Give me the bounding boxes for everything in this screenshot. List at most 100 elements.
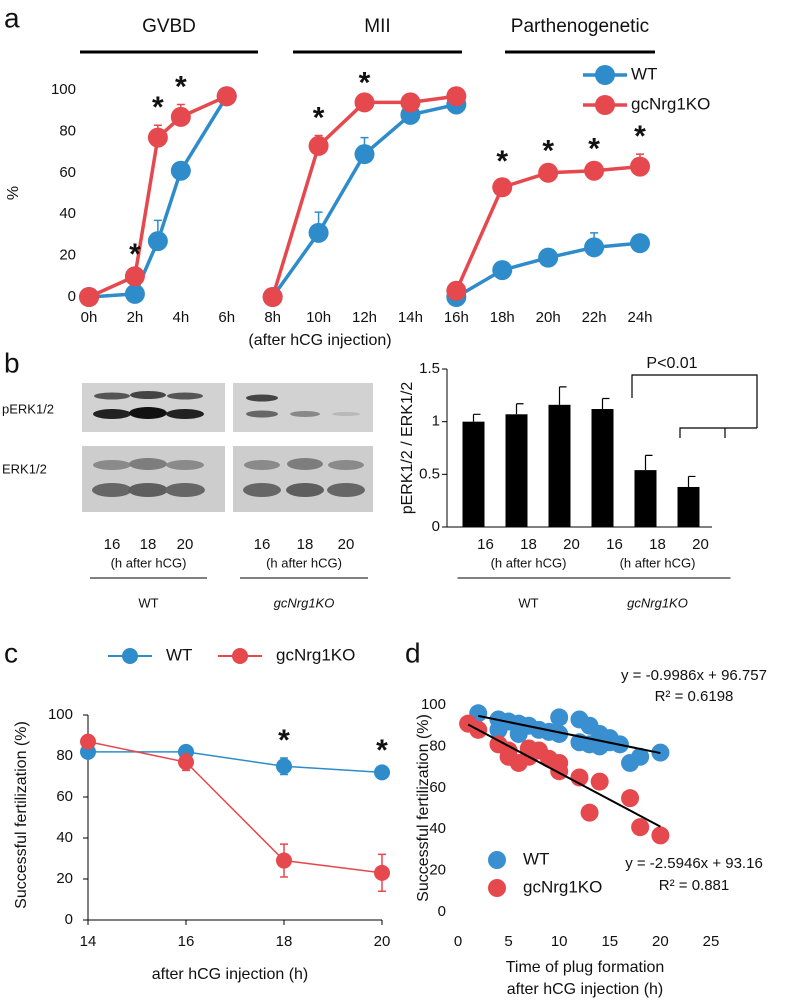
y-tick-label: 80 [56,747,73,764]
error-bar [472,413,481,422]
blot-band [332,412,360,416]
y-tick-label: 1 [432,413,440,430]
x-tick-label: 0 [454,933,462,950]
lane-label: 16 [104,536,121,553]
blot-band [246,394,278,402]
data-point [147,231,168,252]
category-unit: (h after hCG) [620,555,696,570]
x-tick-label: 20 [652,933,669,950]
legend-marker [595,95,615,115]
blot-band [166,409,204,419]
lane-unit: (h after hCG) [111,555,187,570]
data-point [124,283,145,304]
blot-band [165,483,205,497]
blot-band [93,409,131,419]
blot-band [93,460,131,470]
x-tick-label: 15 [601,933,618,950]
significance-mark: * [634,120,646,153]
y-axis-label: Successful fertilization (%) [13,721,30,909]
blot-band [243,483,281,497]
y-tick-label: 40 [429,820,446,837]
significance-mark: * [129,238,141,271]
legend-label: WT [166,645,192,664]
data-point [446,86,467,107]
bracket-line [631,374,758,428]
x-tick-label: 10h [306,309,331,326]
x-tick-label: 16 [477,536,494,553]
legend-marker [488,879,506,897]
blot-image [233,383,373,432]
x-tick-label: 18 [649,536,666,553]
legend-marker [232,648,248,664]
x-tick-label: 6h [218,309,235,326]
significance-mark: * [278,724,290,757]
data-point [147,127,168,148]
y-tick-label: 0 [65,911,73,928]
group-label: WT [138,595,158,610]
data-point [492,177,513,198]
data-point [124,266,145,287]
blot-band [130,391,166,399]
x-tick-label: 20 [692,536,709,553]
data-point [550,708,569,727]
lane-label: 16 [254,536,271,553]
y-axis-label: Successful fertilization (%) [415,714,432,902]
x-tick-label: 18h [490,309,515,326]
blot-band [167,392,203,400]
blot-band [129,407,167,419]
row-label: pERK1/2 [2,401,54,416]
lane-label: 20 [177,536,194,553]
category-unit: (h after hCG) [491,555,567,570]
group-label: gcNrg1KO [627,595,688,610]
x-tick-label: 16 [606,536,623,553]
significance-mark: * [588,133,600,166]
bar [548,404,571,527]
series-line [87,740,383,874]
y-tick-label: 20 [56,870,73,887]
blot-band [94,392,130,400]
bar [505,414,528,527]
significance-mark: * [359,66,371,99]
significance-mark: * [152,91,164,124]
lane-label: 18 [297,536,314,553]
data-point [580,803,599,822]
x-axis-label: after hCG injection (h) [507,981,664,998]
data-point [651,826,670,845]
blot-band [129,458,167,470]
y-tick-label: 40 [56,829,73,846]
legend-marker [595,65,615,85]
x-tick-label: 8h [264,309,281,326]
y-tick-label: 80 [59,122,76,139]
group-label: gcNrg1KO [274,595,335,610]
legend-marker [122,648,138,664]
data-point [446,280,467,301]
x-tick-label: 20 [374,933,391,950]
x-axis-label: Time of plug formation [506,959,665,976]
data-point [170,160,191,181]
blot-band [327,483,365,497]
x-tick-label: 4h [172,309,189,326]
phase-label: MII [364,16,390,37]
data-point [276,758,292,775]
blot-band [166,460,204,470]
x-tick-label: 10 [551,933,568,950]
y-tick-label: 20 [429,862,446,879]
y-tick-label: 0 [68,288,76,305]
data-point [550,724,569,743]
blot-band [128,483,168,497]
x-tick-label: 14 [80,933,97,950]
data-point [538,247,559,268]
data-point [630,156,650,177]
y-tick-label: 80 [429,737,446,754]
y-tick-label: 60 [56,788,73,805]
panel-label: c [4,637,18,668]
data-point [584,237,605,258]
data-point [374,764,390,781]
y-tick-label: 20 [59,247,76,264]
significance-mark: * [496,145,508,178]
blot-band [287,458,323,470]
legend-label: gcNrg1KO [523,877,602,896]
y-axis-label: % [5,186,22,200]
x-tick-label: 2h [127,309,144,326]
series-line [88,751,383,774]
